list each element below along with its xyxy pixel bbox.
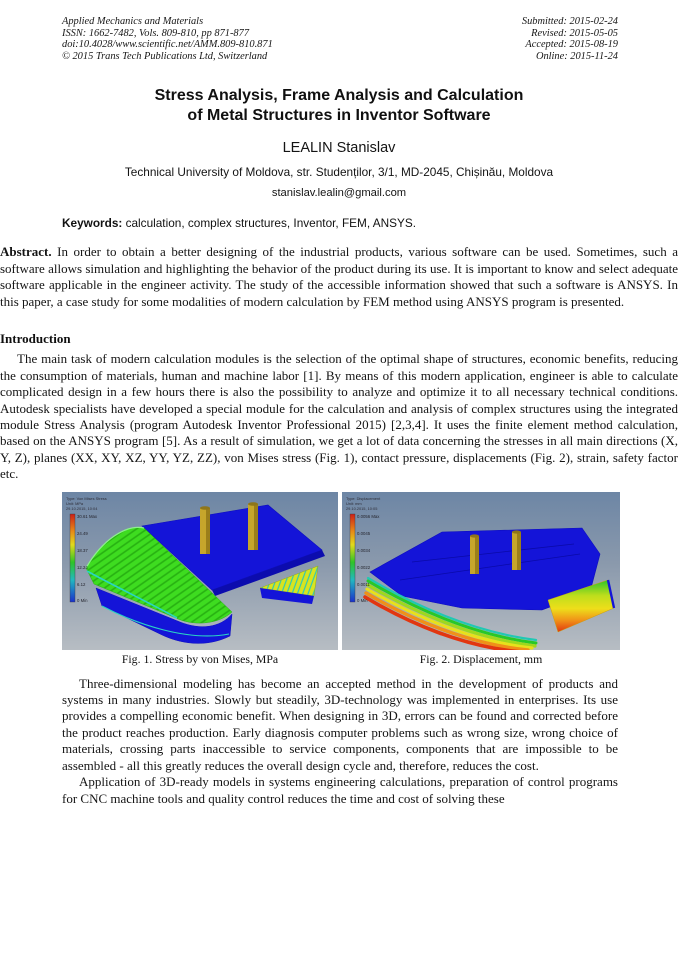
color-scale-bar [69, 513, 76, 602]
captions-row: Fig. 1. Stress by von Mises, MPa Fig. 2.… [62, 652, 678, 667]
journal-name: Applied Mechanics and Materials [62, 16, 204, 27]
legend-tick: 0.0045 [357, 531, 371, 536]
figures-row: Type: Von Mises Stress Unit: MPa 29.10.2… [62, 491, 678, 650]
submitted-date: Submitted: 2015-02-24 [521, 16, 618, 27]
online-date: Online: 2015-11-24 [535, 50, 618, 62]
revised-date: Revised: 2015-05-05 [531, 27, 618, 39]
journal-doi: doi:10.4028/www.scientific.net/AMM.809-8… [62, 39, 273, 51]
stress-model [85, 501, 325, 644]
author-name: LEALIN Stanislav [282, 140, 396, 157]
author-email: stanislav.lealin@gmail.com [271, 187, 407, 200]
support-post [470, 534, 479, 574]
legend-type-label: Type: Displacement [346, 496, 381, 501]
fem-displacement-figure: Type: Displacement Unit: mm 29.10.2015, … [342, 491, 620, 650]
figure-2: Type: Displacement Unit: mm 29.10.2015, … [342, 491, 620, 650]
legend-tick: 0.0011 [357, 582, 370, 587]
submission-dates: Submitted: 2015-02-24 Revised: 2015-05-0… [522, 16, 618, 62]
paper-title: Stress Analysis, Frame Analysis and Calc… [0, 86, 678, 125]
body-continued: Three-dimensional modeling has become an… [62, 676, 618, 807]
support-post [512, 530, 521, 570]
legend-tick: 0 Min [77, 598, 88, 603]
intro-paragraph-1: The main task of modern calculation modu… [0, 351, 678, 482]
legend-tick: 12.24 [77, 565, 88, 570]
legend-tick: 0.0056 Max [357, 514, 380, 519]
intro-paragraph-2: Three-dimensional modeling has become an… [62, 675, 618, 773]
legend-tick: 30.61 Max [77, 514, 98, 519]
figure-1-caption: Fig. 1. Stress by von Mises, MPa [121, 651, 279, 666]
abstract-text: In order to obtain a better designing of… [0, 244, 678, 309]
paper-title-line2: of Metal Structures in Inventor Software [187, 106, 491, 124]
legend-tick: 0 Min [357, 598, 368, 603]
abstract-paragraph: Abstract. In order to obtain a better de… [0, 244, 678, 310]
legend-type-label: Type: Von Mises Stress [66, 496, 107, 501]
keywords-text: calculation, complex structures, Invento… [122, 216, 417, 231]
journal-copyright: © 2015 Trans Tech Publications Ltd, Swit… [62, 50, 268, 62]
support-post [200, 505, 210, 554]
color-legend: Type: Von Mises Stress Unit: MPa 29.10.2… [66, 496, 107, 603]
accepted-date: Accepted: 2015-08-19 [525, 39, 618, 51]
fem-von-mises-figure: Type: Von Mises Stress Unit: MPa 29.10.2… [62, 491, 338, 650]
paper-title-line1: Stress Analysis, Frame Analysis and Calc… [154, 87, 524, 105]
figure-2-caption: Fig. 2. Displacement, mm [419, 651, 543, 666]
legend-unit-label: Unit: MPa [66, 501, 84, 506]
legend-tick: 18.37 [77, 548, 88, 553]
legend-tick: 0.0034 [357, 548, 371, 553]
support-post [248, 501, 258, 550]
legend-tick: 0.0022 [357, 565, 371, 570]
figure-1: Type: Von Mises Stress Unit: MPa 29.10.2… [62, 491, 338, 650]
abstract-label: Abstract. [0, 244, 52, 260]
introduction-heading: Introduction [0, 331, 71, 346]
legend-tick: 24.49 [77, 531, 88, 536]
journal-info: Applied Mechanics and Materials ISSN: 16… [62, 16, 273, 62]
legend-tick: 6.12 [77, 582, 86, 587]
legend-unit-label: Unit: mm [346, 501, 362, 506]
keywords-line: Keywords: calculation, complex structure… [62, 216, 618, 231]
journal-issn: ISSN: 1662-7482, Vols. 809-810, pp 871-8… [62, 27, 250, 39]
keywords-label: Keywords: [62, 216, 123, 231]
color-legend: Type: Displacement Unit: mm 29.10.2015, … [346, 496, 381, 603]
affiliation: Technical University of Moldova, str. St… [124, 165, 554, 180]
legend-date-label: 29.10.2015, 10:05 [346, 506, 377, 511]
color-scale-bar [349, 513, 356, 602]
displacement-model [363, 527, 616, 650]
journal-header: Applied Mechanics and Materials ISSN: 16… [62, 16, 618, 62]
intro-paragraph-3: Application of 3D-ready models in system… [62, 774, 618, 806]
legend-date-label: 29.10.2015, 10:04 [66, 506, 98, 511]
